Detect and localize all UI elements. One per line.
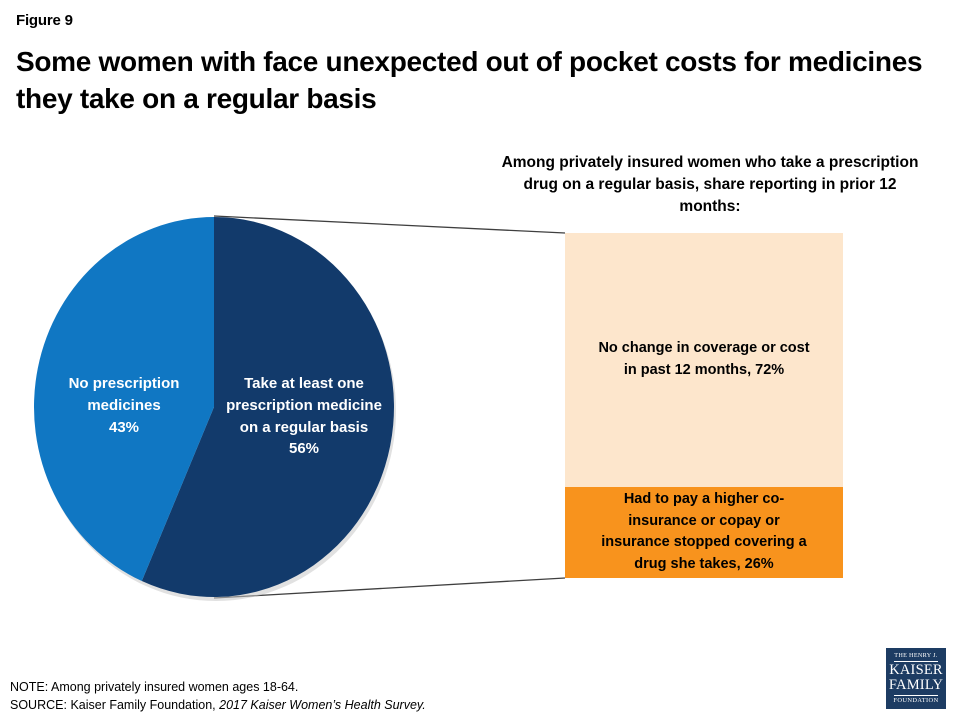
logo-line-the-henry-j: THE HENRY J.: [894, 652, 938, 659]
bar-segment-value-no-change: in past 12 months, 72%: [623, 361, 785, 378]
note-line: NOTE: Among privately insured women ages…: [10, 678, 426, 696]
pie-slice-take-prescription[interactable]: [141, 217, 394, 597]
logo-divider: [894, 661, 938, 663]
bar-segment-label-higher-cost: Had to pay a higher co- insurance or cop…: [565, 489, 843, 576]
pie-chart-svg: [33, 217, 396, 601]
logo-line-family: FAMILY: [888, 676, 944, 693]
pie-chart: No prescription medicines 43% Take at le…: [32, 215, 396, 601]
logo-line-foundation: FOUNDATION: [893, 696, 939, 704]
bar-segment-label-no-change: No change in coverage or cost in past 12…: [565, 338, 843, 382]
logo-line-kaiser: KAISER: [889, 662, 943, 679]
bar-label-line: No change in coverage or cost: [598, 340, 810, 356]
bar-chart-subtitle: Among privately insured women who take a…: [501, 154, 919, 215]
stacked-bar-chart: No change in coverage or cost in past 12…: [565, 233, 843, 578]
figure-label: Figure 9: [16, 12, 73, 29]
note-prefix: NOTE:: [10, 680, 49, 694]
bar-label-line: insurance stopped covering a: [601, 534, 807, 551]
page-title: Some women with face unexpected out of p…: [16, 46, 923, 114]
bar-label-line: insurance or copay or: [628, 512, 780, 529]
logo-divider: [894, 694, 938, 696]
source-line: SOURCE: Kaiser Family Foundation, 2017 K…: [10, 696, 426, 714]
bar-segment-no-change[interactable]: No change in coverage or cost in past 12…: [565, 233, 843, 487]
source-survey-name: 2017 Kaiser Women’s Health Survey.: [219, 698, 426, 713]
kaiser-family-foundation-logo: THE HENRY J. KAISER FAMILY FOUNDATION: [886, 648, 946, 709]
footnotes: NOTE: Among privately insured women ages…: [10, 678, 426, 714]
pie-slice-no-prescription[interactable]: [33, 217, 214, 582]
bar-label-line: Had to pay a higher co-: [623, 490, 785, 507]
bar-segment-value-higher-cost: drug she takes, 26%: [634, 556, 774, 572]
bar-segment-higher-cost[interactable]: Had to pay a higher co- insurance or cop…: [565, 486, 843, 578]
source-text: Kaiser Family Foundation,: [70, 698, 216, 713]
note-text: Among privately insured women ages 18-64…: [51, 680, 299, 694]
source-prefix: SOURCE:: [10, 698, 67, 713]
